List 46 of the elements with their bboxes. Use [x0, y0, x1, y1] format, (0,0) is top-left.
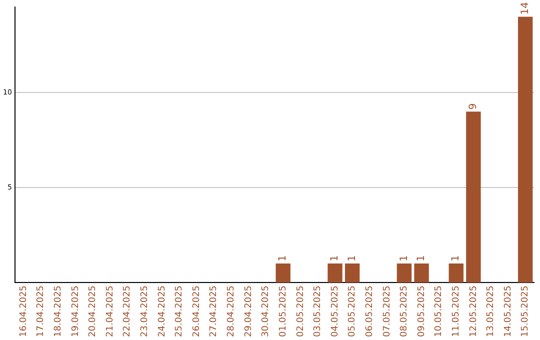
bar — [518, 16, 533, 282]
data-label: 1 — [450, 255, 462, 262]
data-label: 1 — [278, 255, 289, 262]
bar — [396, 263, 412, 282]
x-tick-label: 30.04.2025 — [261, 285, 272, 337]
x-tick-label: 02.05.2025 — [296, 285, 306, 337]
x-tick-label: 22.04.2025 — [122, 285, 133, 337]
x-tick-label: 18.04.2025 — [54, 285, 64, 337]
x-tick-label: 20.04.2025 — [88, 285, 98, 337]
bar — [276, 263, 290, 282]
data-label: 1 — [330, 255, 341, 262]
x-tick-label: 21.04.2025 — [105, 285, 116, 337]
data-label: 9 — [468, 103, 480, 110]
x-tick-label: 12.05.2025 — [468, 285, 479, 337]
x-tick-label: 13.05.2025 — [486, 285, 496, 337]
x-tick-label: 19.04.2025 — [70, 285, 81, 337]
x-tick-label: 28.04.2025 — [226, 285, 237, 337]
bar — [448, 263, 464, 282]
x-tick-label: 25.04.2025 — [174, 285, 185, 337]
bar — [414, 263, 429, 282]
x-tick-label: 11.05.2025 — [451, 285, 462, 337]
data-label: 1 — [346, 255, 358, 262]
x-tick-label: 08.05.2025 — [400, 285, 410, 337]
x-tick-label: 16.04.2025 — [18, 285, 29, 337]
data-label: 1 — [416, 255, 428, 262]
x-tick-label: 09.05.2025 — [416, 285, 427, 337]
x-tick-label: 04.05.2025 — [330, 285, 340, 337]
x-tick-label: 29.04.2025 — [244, 285, 254, 337]
x-tick-label: 01.05.2025 — [278, 285, 288, 337]
x-tick-label: 03.05.2025 — [313, 285, 324, 337]
x-tick-label: 07.05.2025 — [382, 285, 392, 337]
x-tick-label: 06.05.2025 — [364, 285, 375, 337]
x-tick-label: 23.04.2025 — [140, 285, 150, 337]
bar — [466, 112, 481, 282]
x-tick-label: 27.04.2025 — [209, 285, 220, 337]
x-tick-label: 05.05.2025 — [348, 285, 358, 337]
data-label: 14 — [520, 2, 531, 15]
x-tick-label: 10.05.2025 — [434, 285, 444, 337]
x-tick-label: 17.04.2025 — [36, 285, 46, 337]
bar — [344, 263, 360, 282]
x-tick-label: 26.04.2025 — [192, 285, 202, 337]
x-tick-label: 15.05.2025 — [520, 285, 531, 337]
bar — [328, 263, 342, 282]
data-label: 1 — [398, 255, 410, 262]
x-tick-label: 24.04.2025 — [157, 285, 168, 337]
x-tick-label: 14.05.2025 — [503, 285, 514, 337]
